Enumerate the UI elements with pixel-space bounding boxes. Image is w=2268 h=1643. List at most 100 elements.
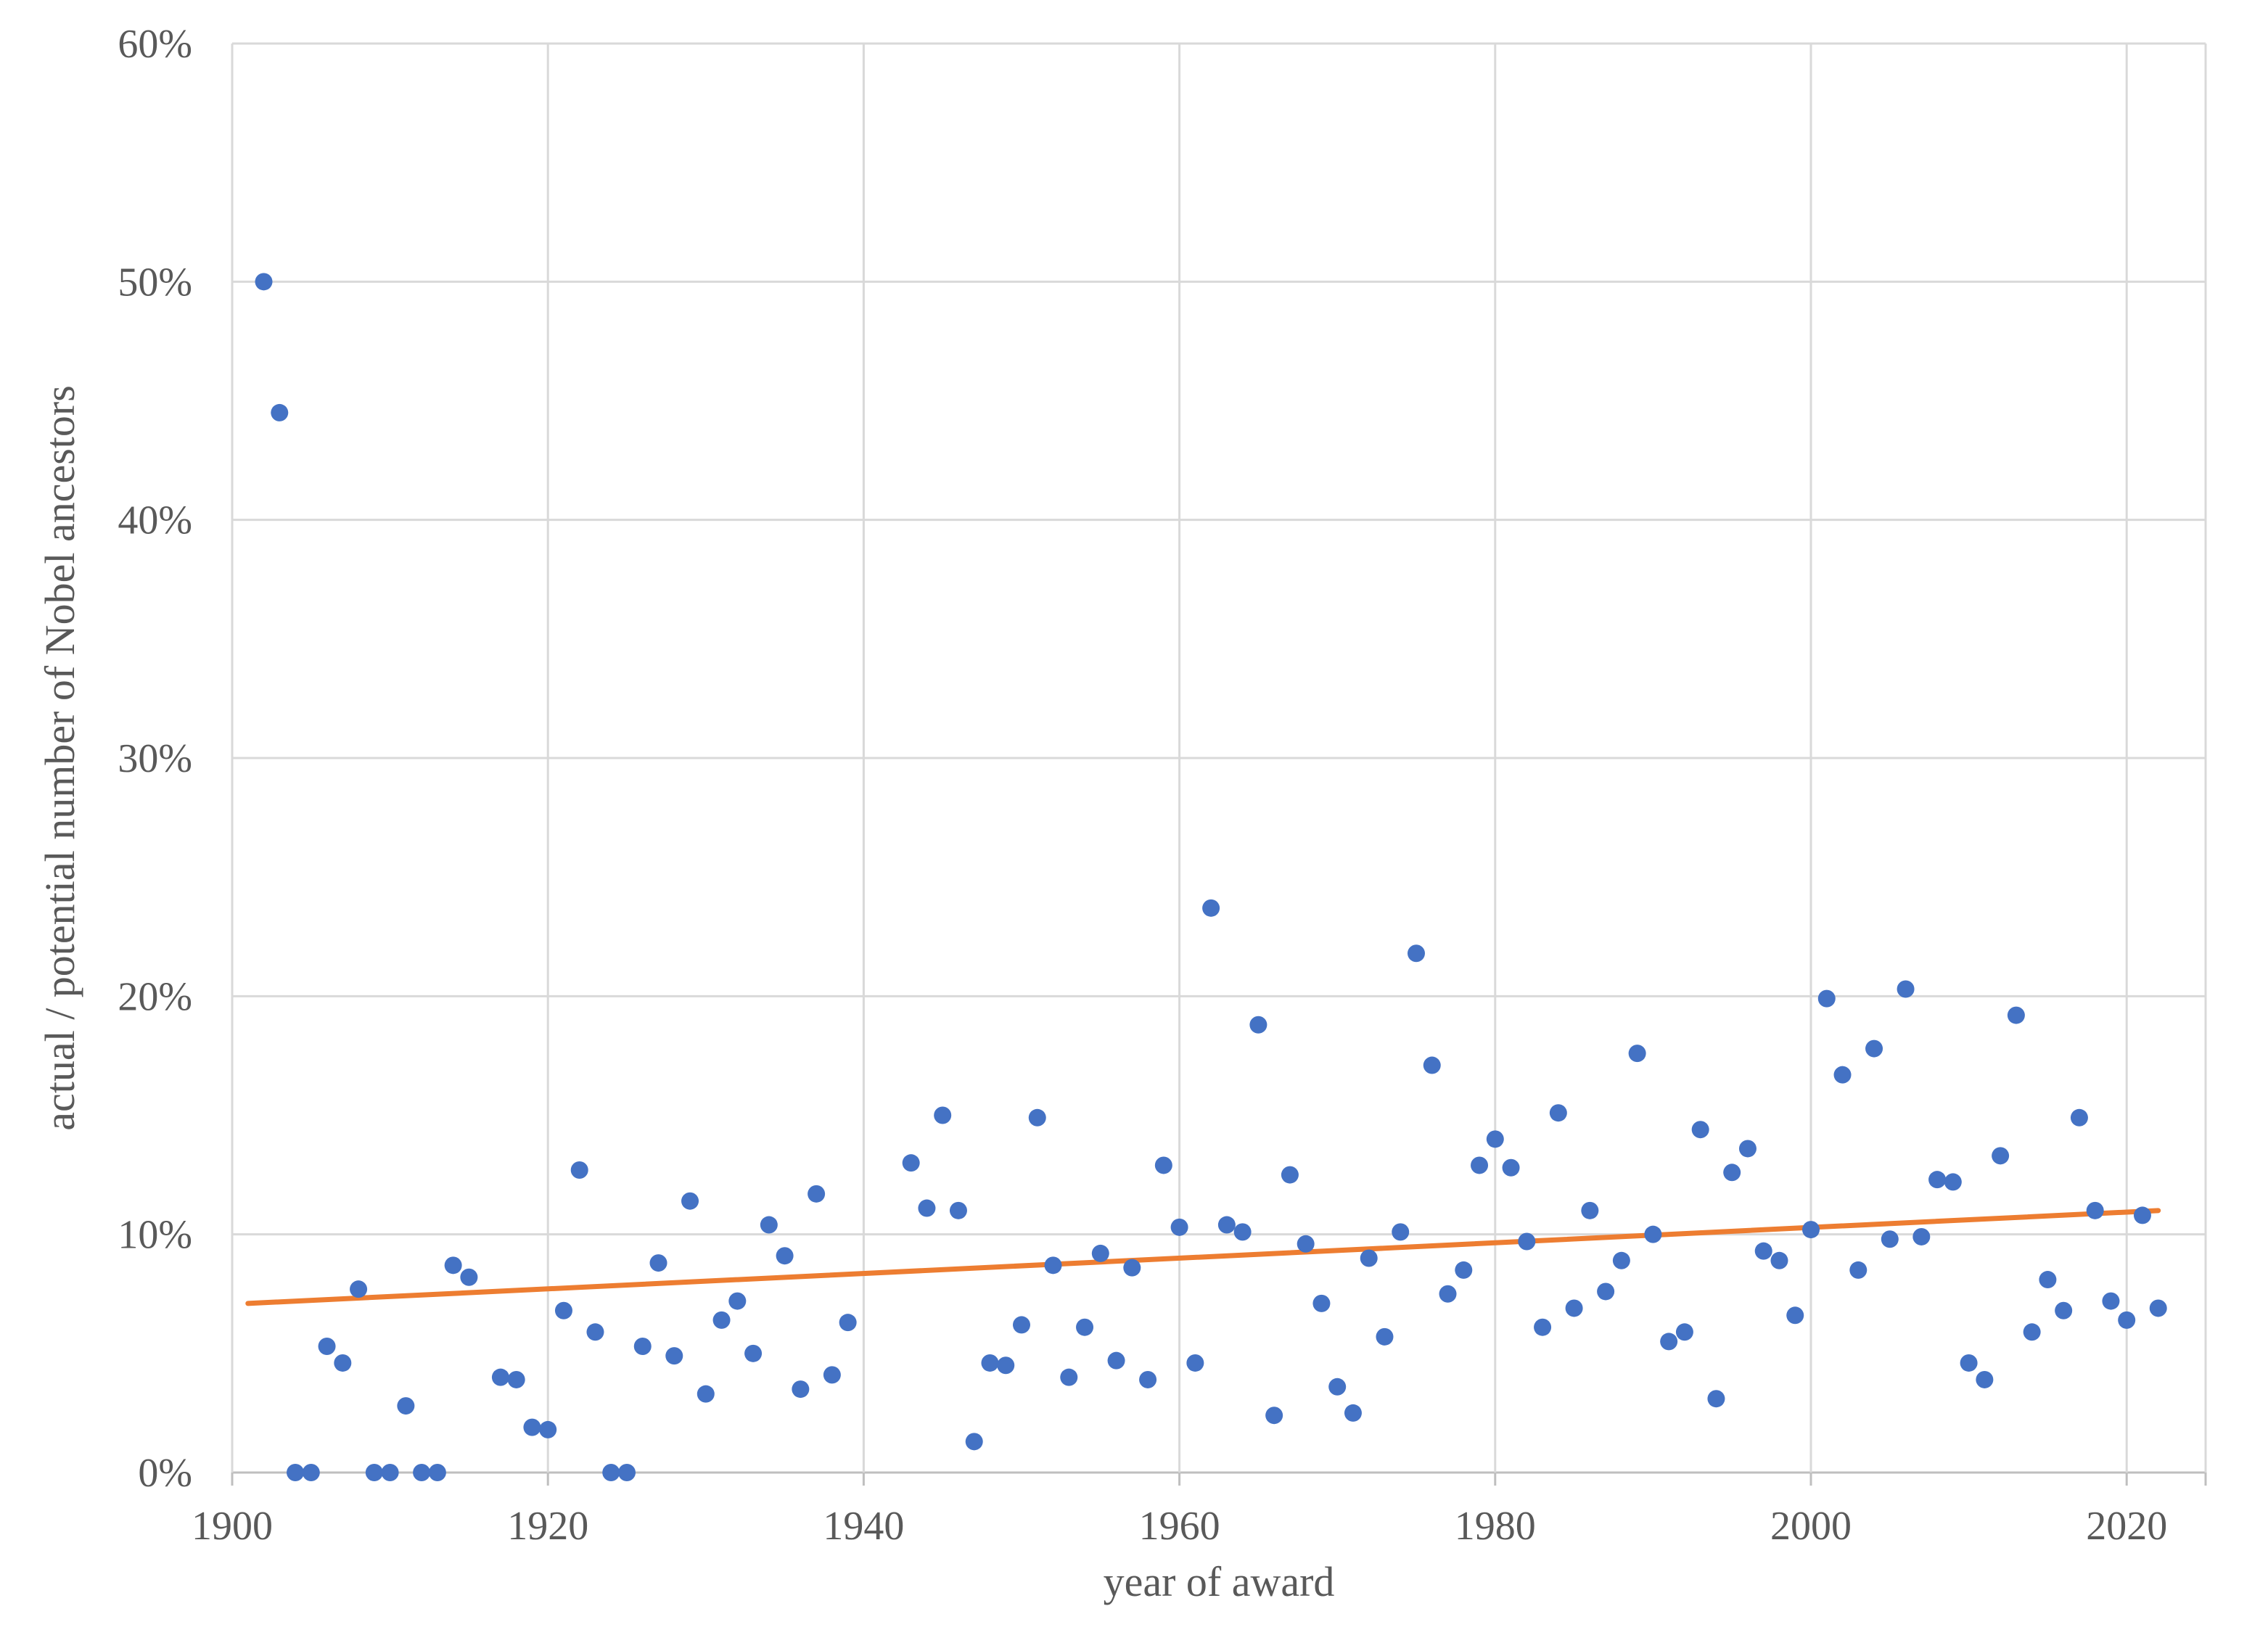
data-point	[1581, 1201, 1599, 1219]
data-point	[1217, 1216, 1236, 1234]
data-point	[318, 1337, 336, 1355]
data-point	[1912, 1227, 1931, 1245]
data-point	[460, 1268, 478, 1286]
data-point	[1249, 1016, 1267, 1034]
data-point	[1928, 1171, 1947, 1189]
data-point	[823, 1366, 841, 1384]
y-tick-label: 40%	[118, 498, 192, 543]
data-point	[1549, 1104, 1567, 1122]
data-point	[1802, 1221, 1820, 1239]
data-point	[1060, 1368, 1078, 1386]
data-point	[1328, 1378, 1347, 1396]
data-point	[554, 1301, 572, 1319]
data-point	[2149, 1299, 2167, 1317]
axes	[231, 1473, 2207, 1486]
data-point	[271, 403, 289, 421]
y-tick-label: 60%	[118, 22, 192, 67]
data-point	[1439, 1285, 1457, 1303]
data-point	[2023, 1323, 2041, 1341]
data-point	[1076, 1318, 1094, 1336]
data-point	[1502, 1158, 1520, 1177]
data-point	[1865, 1039, 1883, 1058]
data-point	[334, 1354, 352, 1372]
data-point	[1486, 1130, 1504, 1148]
data-point	[507, 1370, 525, 1388]
data-point	[365, 1464, 383, 1481]
data-point	[1139, 1370, 1157, 1388]
data-point	[839, 1314, 857, 1332]
data-point	[1455, 1261, 1473, 1279]
data-point	[2118, 1311, 2136, 1329]
data-point	[350, 1280, 368, 1298]
data-point	[491, 1368, 509, 1386]
data-point	[1786, 1306, 1804, 1325]
data-point	[1881, 1230, 1899, 1248]
data-point	[1123, 1259, 1141, 1277]
data-point	[902, 1154, 920, 1172]
data-point	[965, 1433, 983, 1451]
data-point	[2039, 1271, 2057, 1289]
data-point	[444, 1256, 462, 1275]
data-point	[744, 1344, 763, 1362]
data-point	[776, 1247, 794, 1265]
data-point	[2102, 1292, 2120, 1310]
data-point	[1612, 1251, 1630, 1269]
data-point	[2070, 1108, 2088, 1127]
data-point	[1817, 989, 1836, 1008]
data-point	[2133, 1206, 2151, 1224]
data-point	[1202, 899, 1220, 917]
data-point	[1392, 1223, 1410, 1241]
data-point	[1723, 1164, 1741, 1182]
y-tick-label: 20%	[118, 974, 192, 1019]
data-point	[1013, 1316, 1030, 1334]
data-point	[949, 1201, 967, 1219]
data-point	[428, 1464, 446, 1481]
data-point	[1849, 1261, 1868, 1279]
data-points	[255, 273, 2167, 1481]
data-point	[1028, 1108, 1046, 1127]
data-point	[1376, 1327, 1394, 1346]
data-point	[539, 1420, 557, 1438]
data-point	[1597, 1282, 1615, 1301]
data-point	[1154, 1156, 1172, 1174]
data-point	[728, 1292, 747, 1310]
data-point	[1170, 1218, 1188, 1236]
data-point	[1518, 1232, 1536, 1251]
data-point	[1186, 1354, 1204, 1372]
data-point	[760, 1216, 778, 1234]
data-point	[586, 1323, 604, 1341]
data-point	[1044, 1256, 1062, 1275]
data-point	[981, 1354, 999, 1372]
data-point	[1691, 1121, 1709, 1139]
data-point	[2007, 1006, 2025, 1024]
x-tick-label: 1980	[1455, 1504, 1536, 1549]
data-point	[1565, 1299, 1583, 1317]
data-point	[302, 1464, 320, 1481]
data-point	[1091, 1244, 1109, 1262]
y-tick-label: 10%	[118, 1213, 192, 1258]
data-point	[1107, 1351, 1125, 1370]
data-point	[255, 273, 273, 291]
data-point	[1423, 1056, 1441, 1074]
y-tick-label: 30%	[118, 736, 192, 781]
x-tick-label: 1960	[1139, 1504, 1220, 1549]
data-point	[918, 1199, 936, 1217]
data-point	[287, 1464, 305, 1481]
data-point	[665, 1347, 683, 1365]
trendline	[245, 1208, 2161, 1306]
data-point	[1754, 1242, 1772, 1260]
data-point	[1297, 1235, 1315, 1253]
data-point	[1360, 1249, 1378, 1267]
x-tick-label: 2000	[1770, 1504, 1852, 1549]
data-point	[1992, 1147, 2010, 1165]
data-point	[570, 1161, 588, 1179]
data-point	[2086, 1201, 2104, 1219]
x-tick-label: 1900	[192, 1504, 273, 1549]
data-point	[1312, 1294, 1331, 1312]
tick-labels: 0% 10% 20% 30% 40% 50% 60% 1900 1920 1940 1960 1980…	[118, 22, 2167, 1549]
data-point	[1344, 1404, 1362, 1422]
x-tick-label: 1940	[823, 1504, 904, 1549]
data-point	[1976, 1370, 1994, 1388]
data-point	[697, 1385, 715, 1403]
data-point	[1960, 1354, 1978, 1372]
